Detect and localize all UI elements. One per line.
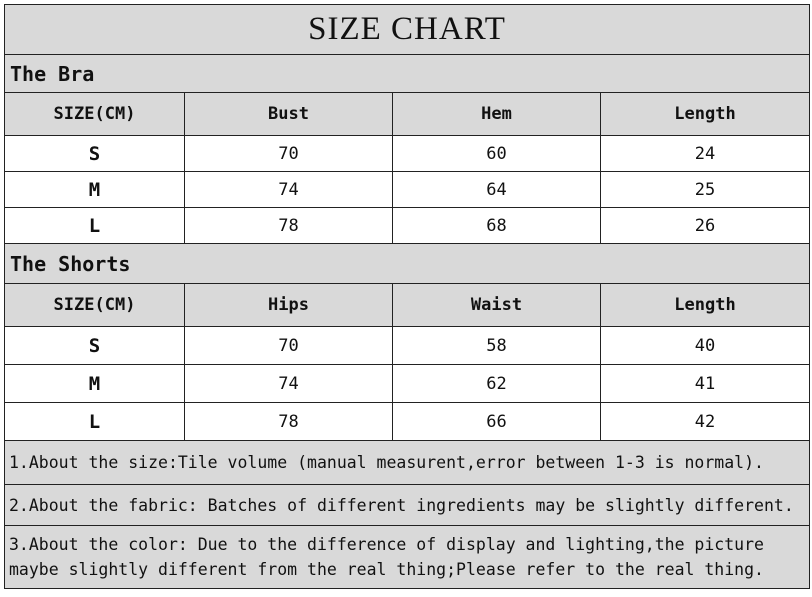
value-cell: 78 [184, 402, 393, 441]
value-cell: 42 [599, 402, 811, 441]
value-cell: 24 [599, 135, 811, 172]
value-cell: 40 [599, 326, 811, 365]
table-row: M 74 62 41 [4, 364, 811, 403]
section-bra: The Bra [3, 54, 811, 93]
size-cell: L [4, 207, 185, 244]
column-header: Waist [392, 283, 601, 327]
value-cell: 66 [392, 402, 601, 441]
column-header: Hem [392, 92, 601, 136]
table-row: L 78 66 42 [4, 402, 811, 441]
bra-header-row: SIZE(CM) Bust Hem Length [4, 92, 811, 136]
value-cell: 74 [184, 364, 393, 403]
value-cell: 60 [392, 135, 601, 172]
column-header: SIZE(CM) [4, 283, 185, 327]
value-cell: 64 [392, 171, 601, 208]
shorts-header-row: SIZE(CM) Hips Waist Length [4, 283, 811, 327]
column-header: Bust [184, 92, 393, 136]
size-cell: S [4, 135, 185, 172]
note-color: 3.About the color: Due to the difference… [3, 525, 811, 589]
value-cell: 78 [184, 207, 393, 244]
size-cell: S [4, 326, 185, 365]
value-cell: 58 [392, 326, 601, 365]
value-cell: 25 [599, 171, 811, 208]
column-header: SIZE(CM) [4, 92, 185, 136]
value-cell: 41 [599, 364, 811, 403]
value-cell: 74 [184, 171, 393, 208]
chart-title: SIZE CHART [3, 4, 811, 55]
table-row: M 74 64 25 [4, 171, 811, 208]
note-size: 1.About the size:Tile volume (manual mea… [3, 440, 811, 485]
value-cell: 68 [392, 207, 601, 244]
value-cell: 70 [184, 135, 393, 172]
size-chart-table: SIZE CHART The Bra SIZE(CM) Bust Hem Len… [3, 4, 811, 589]
size-cell: L [4, 402, 185, 441]
table-row: S 70 60 24 [4, 135, 811, 172]
column-header: Hips [184, 283, 393, 327]
size-cell: M [4, 364, 185, 403]
section-shorts: The Shorts [3, 243, 811, 284]
table-row: L 78 68 26 [4, 207, 811, 244]
note-fabric: 2.About the fabric: Batches of different… [3, 484, 811, 526]
column-header: Length [599, 92, 811, 136]
value-cell: 62 [392, 364, 601, 403]
column-header: Length [599, 283, 811, 327]
value-cell: 26 [599, 207, 811, 244]
table-row: S 70 58 40 [4, 326, 811, 365]
value-cell: 70 [184, 326, 393, 365]
size-cell: M [4, 171, 185, 208]
